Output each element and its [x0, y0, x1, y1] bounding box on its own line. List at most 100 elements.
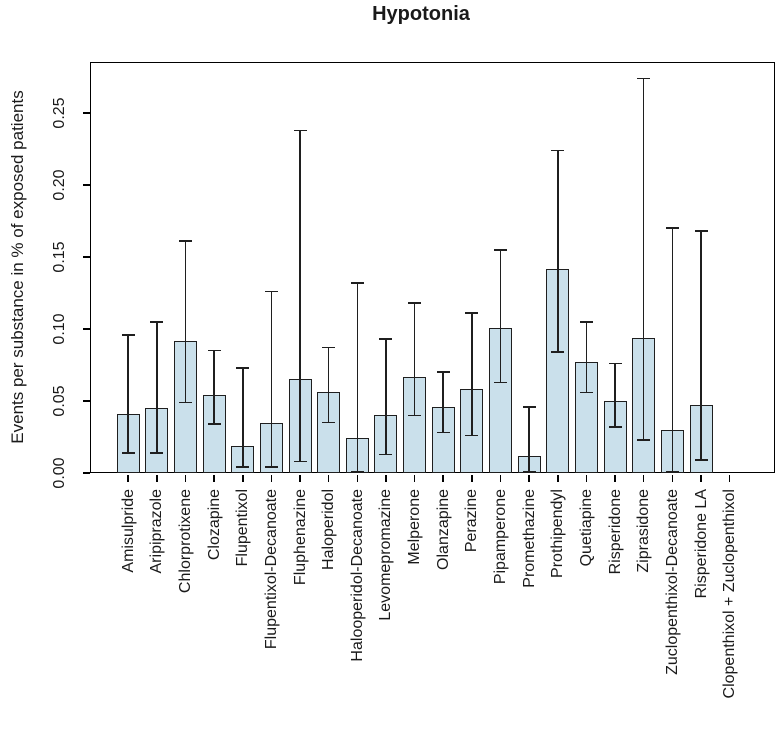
x-tick: [499, 474, 502, 482]
error-bar-cap: [264, 290, 278, 293]
y-tick: [83, 256, 90, 258]
x-tick: [528, 474, 530, 482]
error-bar-cap: [379, 338, 393, 340]
error-bar: [242, 367, 244, 468]
x-tick: [671, 474, 674, 482]
error-bar-cap: [207, 349, 221, 352]
error-bar-cap: [236, 367, 250, 369]
y-tick: [83, 184, 90, 186]
x-tick-label: Amisulpride: [119, 489, 137, 573]
error-bar-cap: [350, 470, 364, 473]
error-bar: [299, 130, 301, 462]
y-tick-label: 0.20: [51, 169, 68, 201]
y-tick-label: 0.25: [51, 97, 68, 129]
error-bar-cap: [293, 129, 307, 132]
x-tick-label: Haloperidol: [320, 489, 338, 570]
y-tick: [83, 328, 90, 330]
x-tick-label: Risperidone: [606, 489, 624, 575]
x-tick-label: Olanzapine: [434, 489, 452, 570]
error-bar-cap: [522, 470, 536, 473]
error-bar-cap: [322, 346, 336, 349]
chart-title: Hypotonia: [372, 3, 470, 25]
error-bar-cap: [465, 434, 479, 437]
x-tick-label: Perazine: [463, 489, 481, 553]
error-bar: [156, 321, 158, 453]
error-bar-cap: [637, 77, 651, 80]
x-tick: [356, 474, 359, 482]
x-tick-label: Fluphenazine: [291, 489, 309, 586]
error-bar-cap: [436, 431, 450, 434]
x-tick-label: Levomepromazine: [377, 489, 395, 621]
error-bar: [270, 291, 273, 468]
error-bar-cap: [150, 452, 164, 454]
error-bar: [499, 249, 502, 383]
error-bar: [585, 321, 588, 393]
error-bar-cap: [494, 249, 508, 251]
y-tick-label: 0.05: [51, 385, 68, 417]
y-tick-label: 0.15: [51, 241, 68, 273]
y-tick-label: 0.00: [51, 457, 68, 489]
x-tick: [127, 474, 129, 482]
error-bar-cap: [637, 439, 651, 441]
error-bar-cap: [350, 282, 364, 284]
error-bar-cap: [665, 470, 679, 473]
error-bar: [471, 313, 473, 436]
error-bar-cap: [408, 414, 422, 417]
error-bar-cap: [379, 453, 393, 456]
error-bar-cap: [608, 362, 622, 365]
x-tick: [442, 474, 444, 482]
error-bar-cap: [522, 406, 536, 408]
error-bar-cap: [551, 149, 565, 152]
error-bar: [614, 363, 616, 427]
x-tick-label: Chlorprotixene: [176, 489, 194, 594]
x-tick: [614, 474, 616, 482]
error-bar: [671, 228, 674, 472]
x-tick-label: Zuclopenthixol-Decanoate: [663, 489, 681, 675]
error-bar-cap: [665, 227, 679, 229]
error-bar-cap: [694, 459, 708, 461]
error-bar: [413, 303, 416, 416]
error-bar-cap: [293, 460, 307, 463]
error-bar-cap: [121, 452, 135, 454]
x-tick: [471, 474, 473, 482]
x-tick-label: Pipamperone: [492, 489, 510, 585]
error-bar-cap: [551, 351, 565, 353]
x-tick-label: Prothipendyl: [549, 489, 567, 578]
x-tick: [557, 474, 559, 482]
error-bar: [213, 350, 215, 425]
error-bar: [356, 282, 359, 472]
x-tick-label: Quetiapine: [577, 489, 595, 567]
error-bar-cap: [236, 466, 250, 468]
x-tick-label: Risperidone LA: [692, 489, 710, 599]
x-tick-label: Promethazine: [520, 489, 538, 588]
error-bar-cap: [694, 230, 708, 232]
y-tick: [83, 112, 90, 114]
x-tick-label: Halooperidol-Decanoate: [348, 489, 366, 662]
y-tick-label: 0.10: [51, 313, 68, 345]
error-bar: [127, 334, 129, 453]
error-bar: [385, 339, 387, 455]
x-tick: [242, 474, 244, 482]
error-bar-cap: [608, 426, 622, 428]
x-tick-label: Aripiprazole: [148, 489, 166, 574]
error-bar: [442, 372, 444, 433]
x-tick: [184, 474, 187, 482]
error-bar: [700, 231, 702, 461]
error-bar-cap: [408, 302, 422, 304]
x-tick: [728, 474, 731, 482]
x-tick-label: Clopenthixol + Zuclopenthixol: [721, 489, 739, 699]
x-tick: [327, 474, 330, 482]
x-tick-label: Clozapine: [205, 489, 223, 561]
x-tick: [156, 474, 158, 482]
error-bar-cap: [264, 466, 278, 468]
error-bar-cap: [579, 321, 593, 323]
error-bar-cap: [436, 371, 450, 373]
x-tick-label: Melperone: [406, 489, 424, 565]
x-tick: [642, 474, 645, 482]
y-tick: [83, 400, 90, 402]
x-tick-label: Flupentixol: [234, 489, 252, 567]
x-tick: [270, 474, 273, 482]
x-tick-label: Flupentixol-Decanoate: [262, 489, 280, 650]
y-tick: [83, 472, 90, 474]
